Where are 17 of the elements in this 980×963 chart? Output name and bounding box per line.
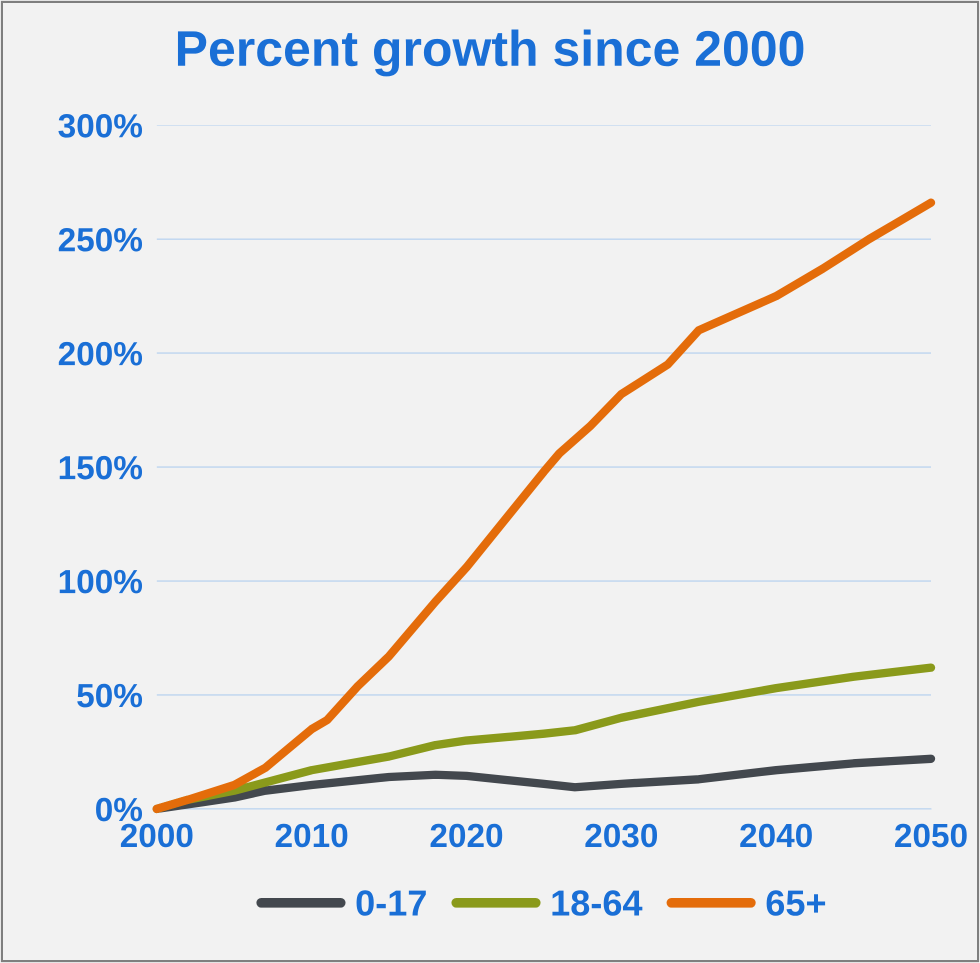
y-tick-label: 200% (58, 342, 142, 366)
legend-label: 65+ (766, 890, 826, 916)
y-tick-label: 150% (60, 456, 142, 480)
x-tick-label: 2050 (895, 824, 967, 848)
x-tick-label: 2030 (585, 824, 658, 848)
chart-title: Percent growth since 2000 (178, 30, 804, 76)
y-tick-label: 0% (96, 798, 142, 822)
legend-label: 0-17 (356, 890, 426, 916)
legend-label: 18-64 (552, 890, 642, 916)
y-tick-label: 250% (58, 228, 142, 252)
x-tick-label: 2010 (276, 824, 348, 848)
y-tick-label: 100% (60, 570, 142, 594)
x-tick-label: 2000 (120, 824, 193, 848)
y-tick-label: 50% (77, 684, 142, 708)
x-tick-label: 2020 (430, 824, 502, 848)
y-tick-label: 300% (58, 114, 142, 138)
x-tick-label: 2040 (740, 824, 812, 848)
